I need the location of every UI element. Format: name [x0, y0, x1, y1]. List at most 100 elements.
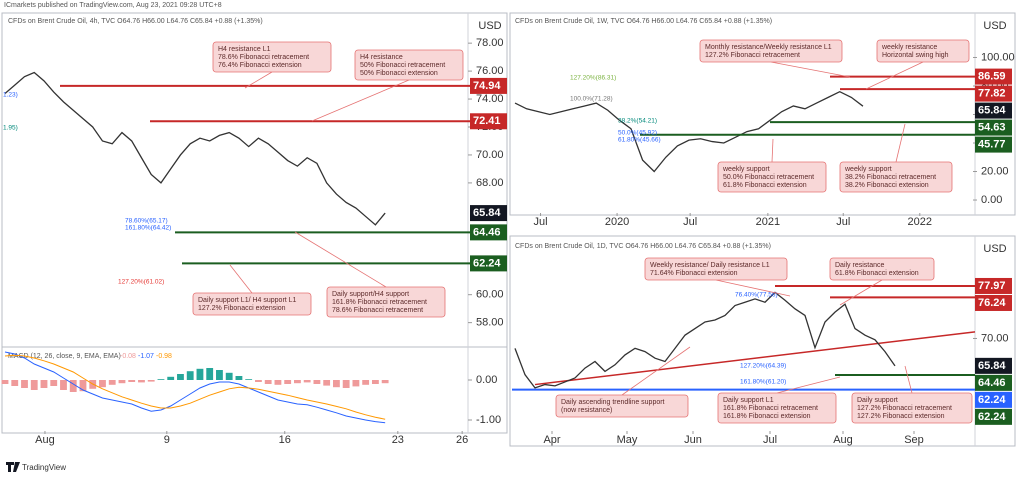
annotation-text: Monthly resistance/Weekly resistance L1 [705, 44, 832, 51]
level-label: 64.46 [473, 226, 501, 238]
macd-histogram-bar [313, 380, 321, 384]
annotation-text: H4 resistance L1 [218, 46, 271, 53]
annotation-text: weekly resistance [881, 44, 937, 51]
annotation-box [354, 49, 464, 81]
fib-label: 1.23) [3, 92, 18, 99]
annotation-box [839, 161, 953, 193]
level-label-box [975, 68, 1012, 85]
level-label: 45.77 [978, 139, 1006, 151]
x-tick-label: 2021 [756, 216, 780, 228]
annotation-text: 50.0% Fibonacci retracement [723, 174, 814, 181]
annotation-text: Daily support/H4 support [332, 291, 409, 298]
x-tick-label: May [617, 434, 638, 446]
level-label: 54.63 [978, 122, 1006, 134]
unit-label: USD [983, 20, 1006, 32]
annotation-text: 76.4% Fibonacci extension [218, 62, 302, 69]
fib-label: 50.0%(45.92) [618, 130, 657, 137]
y-tick-label: 0.00 [981, 194, 1002, 206]
level-label-box [470, 113, 507, 130]
fib-label: 127.20%(86.31) [570, 75, 616, 82]
macd-histogram-bar [371, 380, 379, 384]
level-label: 72.41 [473, 115, 501, 127]
macd-histogram-bar [245, 379, 253, 380]
level-label: 62.24 [473, 257, 501, 269]
y-tick-label: 58.00 [476, 317, 504, 329]
macd-histogram-bar [284, 380, 292, 384]
macd-histogram-bar [255, 380, 262, 382]
price-line [514, 90, 864, 173]
annotation-box [192, 292, 312, 316]
fib-label: 76.40%(77.56) [735, 292, 778, 299]
x-tick-label: 2020 [605, 216, 629, 228]
annotation-text: 127.2% Fibonacci extension [857, 413, 945, 420]
x-tick-label: Jul [534, 216, 548, 228]
x-tick-label: 16 [279, 434, 291, 446]
annotation-text: 78.6% Fibonacci retracement [218, 54, 309, 61]
y-tick-label: -1.00 [476, 414, 501, 426]
level-label-box [975, 136, 1012, 153]
level-label-box [470, 77, 507, 94]
annotation-connector [904, 365, 913, 394]
fib-label: 38.2%(54.21) [618, 118, 657, 125]
y-tick-label: 68.00 [476, 177, 504, 189]
panel-title: CFDs on Brent Crude Oil, 1W, TVC O64.76 … [515, 18, 772, 25]
macd-histogram-bar [381, 380, 389, 384]
footer: TradingView [22, 463, 66, 472]
level-label: 76.24 [978, 297, 1006, 309]
annotation-text: 50% Fibonacci retracement [360, 62, 445, 69]
annotation-connector [865, 61, 924, 90]
macd-histogram-bar [69, 380, 77, 392]
level-label-box [975, 374, 1012, 391]
fib-label: 127.20%(61.02) [118, 279, 164, 286]
annotation-connector [244, 71, 273, 89]
level-label: 65.84 [978, 360, 1006, 372]
macd-readout: -1.07 [138, 353, 154, 360]
annotation-box [326, 286, 446, 318]
annotation-box [829, 257, 935, 281]
x-tick-label: Jul [763, 434, 777, 446]
macd-histogram-bar [108, 380, 116, 385]
macd-histogram-bar [352, 380, 360, 387]
annotation-text: Daily support [857, 397, 898, 404]
macd-histogram-bar [79, 380, 87, 392]
level-label-box [470, 205, 507, 222]
annotation-text: Daily support L1/ H4 support L1 [198, 297, 297, 304]
price-line [4, 71, 386, 226]
macd-histogram-bar [294, 380, 301, 384]
annotation-text: 38.2% Fibonacci extension [845, 182, 929, 189]
trendline [534, 331, 976, 386]
annotation-text: 38.2% Fibonacci retracement [845, 174, 936, 181]
annotation-connector [294, 231, 387, 288]
macd-histogram-bar [60, 380, 67, 390]
macd-histogram-bar [118, 380, 126, 384]
level-label-box [470, 255, 507, 272]
macd-histogram-bar [99, 380, 106, 388]
annotation-text: weekly support [722, 166, 770, 173]
panel-frame [1, 12, 508, 434]
annotation-box [717, 161, 827, 193]
macd-histogram-bar [323, 380, 331, 386]
y-tick-label: 70.00 [476, 149, 504, 161]
annotation-text: Horizontal swing high [882, 52, 949, 59]
panel-title: CFDs on Brent Crude Oil, 4h, TVC O64.76 … [8, 18, 263, 25]
annotation-text: Weekly resistance/ Daily resistance L1 [650, 262, 770, 269]
y-tick-label: 0.00 [476, 374, 497, 386]
macd-histogram-bar [138, 380, 145, 383]
x-tick-label: Aug [833, 434, 853, 446]
macd-histogram-bar [196, 368, 204, 380]
annotation-text: 61.8% Fibonacci extension [723, 182, 807, 189]
annotation-text: 71.64% Fibonacci extension [650, 270, 738, 277]
level-label: 64.46 [978, 377, 1006, 389]
y-tick-label: 60.00 [476, 289, 504, 301]
annotation-text: 161.8% Fibonacci retracement [723, 405, 818, 412]
level-label-box [975, 102, 1012, 119]
level-label-box [975, 85, 1012, 102]
y-tick-label: 100.00 [981, 51, 1015, 63]
macd-histogram-bar [235, 376, 243, 380]
annotation-text: 50% Fibonacci extension [360, 70, 438, 77]
level-label-box [975, 391, 1012, 408]
macd-line [4, 351, 386, 424]
macd-histogram-bar [177, 374, 184, 380]
macd-histogram-bar [1, 380, 9, 384]
y-tick-label: 78.00 [476, 37, 504, 49]
